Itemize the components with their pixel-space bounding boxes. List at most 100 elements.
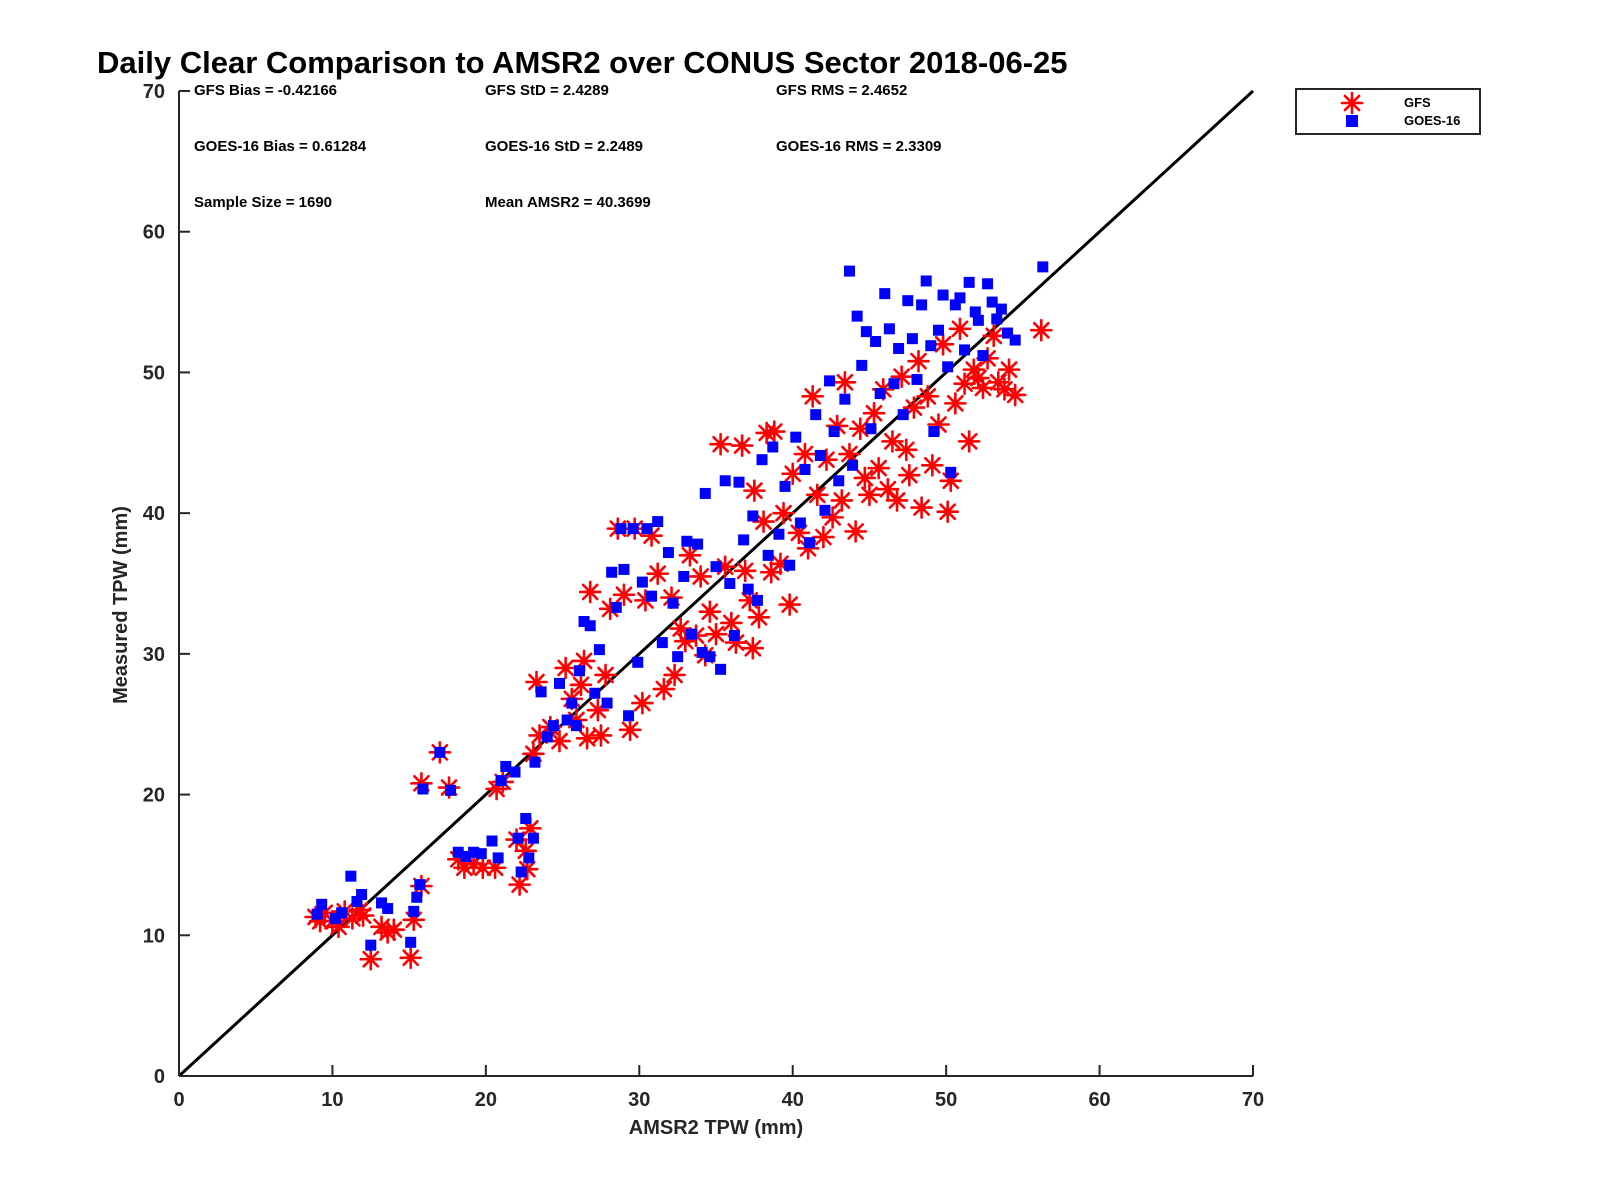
goes16-point: [810, 409, 822, 421]
y-tick-label: 30: [143, 644, 165, 666]
goes16-point: [523, 852, 535, 864]
goes16-point: [995, 303, 1007, 315]
goes16-point: [751, 594, 763, 606]
goes16-point: [870, 335, 882, 347]
gfs-point: [793, 442, 817, 466]
gfs-point: [948, 317, 972, 341]
x-tick-label: 0: [173, 1089, 184, 1111]
goes16-point: [856, 359, 868, 371]
goes16-point: [610, 601, 622, 613]
goes16-point: [949, 299, 961, 311]
goes16-point: [1009, 334, 1021, 346]
goes16-point: [851, 310, 863, 322]
goes16-point: [627, 523, 639, 535]
goes16-point: [794, 517, 806, 529]
goes16-point: [954, 292, 966, 304]
x-axis-label: AMSR2 TPW (mm): [629, 1117, 803, 1139]
goes16-point: [969, 306, 981, 318]
gfs-point: [881, 430, 904, 453]
gfs-point: [569, 673, 593, 697]
gfs-point: [862, 401, 886, 425]
gfs-point: [787, 521, 811, 545]
stat-gfs-rms: GFS RMS = 2.4652: [776, 82, 907, 99]
goes16-point: [916, 299, 928, 311]
x-tick-label: 40: [782, 1089, 804, 1111]
goes16-point: [906, 333, 918, 345]
goes16-point: [535, 686, 547, 698]
gfs-point: [759, 560, 783, 584]
goes16-point: [329, 912, 341, 924]
gfs-point: [674, 629, 697, 653]
goes16-point: [681, 535, 693, 547]
gfs-point: [867, 456, 890, 480]
gfs-point: [575, 726, 599, 750]
goes16-point: [790, 431, 802, 443]
goes16-point: [554, 677, 566, 689]
goes16-point: [959, 344, 971, 356]
goes16-point: [365, 939, 377, 951]
goes16-point: [945, 466, 957, 478]
goes16-point: [982, 278, 994, 290]
goes16-point: [692, 538, 704, 550]
y-tick-label: 40: [143, 503, 165, 525]
gfs-point: [618, 718, 642, 742]
goes16-point: [724, 578, 736, 589]
goes16-point: [632, 656, 644, 668]
gfs-point: [522, 742, 545, 766]
gfs-point: [953, 372, 976, 395]
stat-gfs-std: GFS StD = 2.4289: [485, 82, 609, 99]
goes16-point: [847, 459, 859, 471]
goes16-point: [902, 295, 914, 307]
goes16-point: [728, 630, 740, 642]
goes16-point: [570, 720, 582, 732]
gfs-point: [967, 366, 990, 390]
goes16-point: [662, 547, 674, 559]
gfs-point: [752, 510, 775, 533]
goes16-point: [636, 576, 648, 588]
gfs-point: [709, 432, 732, 456]
goes16-point: [920, 275, 932, 287]
goes16-point: [460, 850, 472, 862]
gfs-point: [519, 817, 542, 840]
gfs-point: [720, 611, 743, 635]
axes: [178, 91, 1253, 1077]
goes16-point: [767, 441, 779, 453]
goes16-point: [819, 504, 831, 516]
gfs-point: [399, 946, 422, 970]
goes16-point: [719, 475, 731, 487]
y-tick-label: 0: [154, 1066, 165, 1088]
gfs-point: [548, 729, 571, 753]
gfs-point: [528, 724, 551, 747]
goes16-point: [715, 663, 727, 675]
goes16-point: [843, 265, 855, 277]
gfs-point: [689, 565, 712, 588]
goes16-point: [1037, 261, 1049, 273]
gfs-point: [327, 915, 350, 939]
goes16-point: [828, 426, 840, 438]
goes16-point: [411, 891, 423, 903]
gfs-point: [772, 501, 795, 525]
gfs-point: [957, 430, 981, 453]
gfs-point: [359, 947, 383, 971]
goes16-point: [879, 288, 891, 300]
goes16-point: [445, 784, 457, 796]
stat-goes-rms: GOES-16 RMS = 2.3309: [776, 138, 942, 155]
goes16-point: [696, 646, 708, 658]
goes16-point: [311, 908, 323, 920]
gfs-point: [646, 562, 669, 585]
gfs-point: [508, 873, 531, 896]
goes16-point: [874, 388, 886, 400]
gfs-point: [858, 483, 881, 507]
gfs-point: [730, 434, 754, 457]
goes16-point: [500, 760, 512, 772]
goes16-point: [1002, 327, 1014, 339]
goes16-point: [937, 289, 949, 301]
x-tick-label: 50: [935, 1089, 957, 1111]
goes16-point: [710, 561, 722, 573]
gfs-point: [525, 670, 548, 694]
gfs-point: [944, 392, 967, 415]
series-layer: [304, 261, 1053, 971]
gfs-point: [640, 524, 663, 547]
gfs-point: [1003, 383, 1027, 407]
goes16-point: [520, 812, 532, 824]
